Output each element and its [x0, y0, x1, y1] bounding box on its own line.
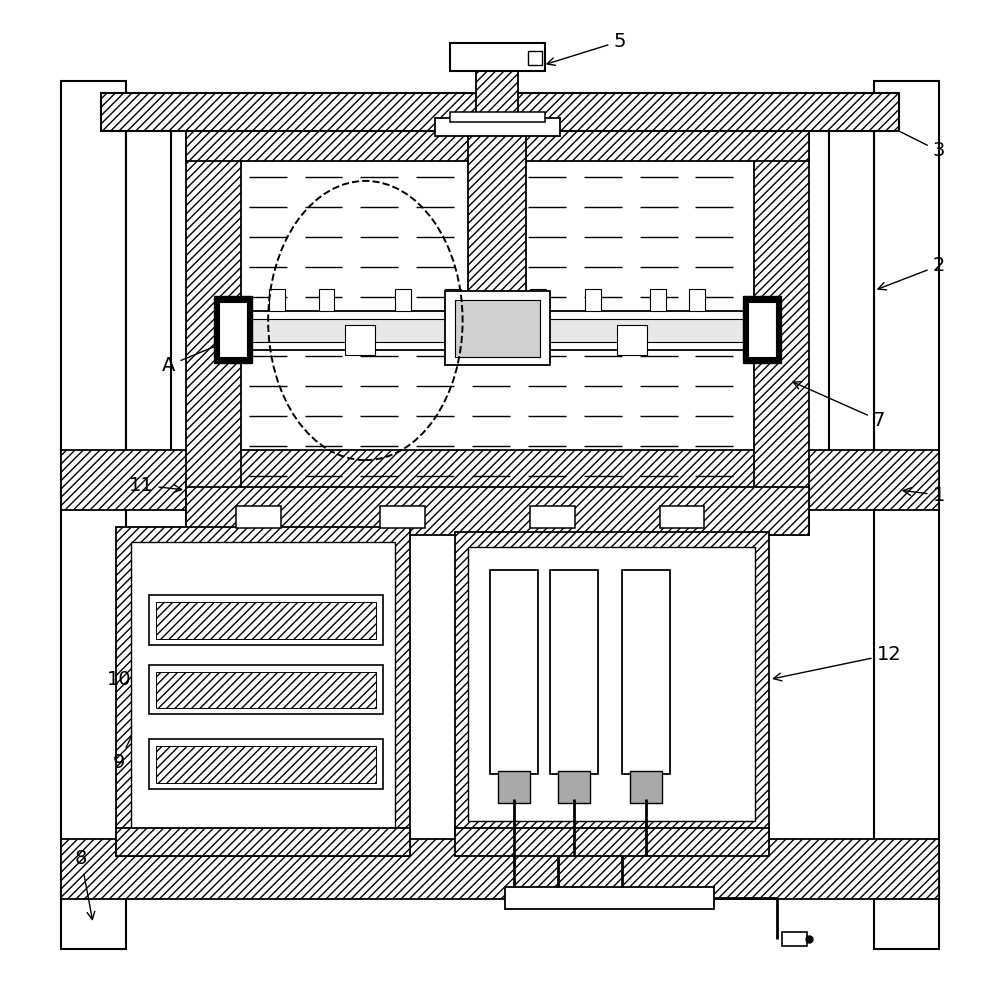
Text: 5: 5 — [547, 32, 626, 65]
Bar — [874, 81, 939, 949]
Bar — [131, 542, 396, 841]
Bar — [451, 112, 544, 122]
Bar — [743, 296, 781, 363]
Bar — [269, 289, 285, 311]
Bar — [451, 43, 544, 71]
Bar — [446, 289, 462, 311]
Bar — [186, 487, 809, 535]
Bar — [116, 527, 411, 856]
Bar — [186, 126, 241, 535]
Bar — [236, 506, 281, 528]
Bar — [529, 289, 545, 311]
Bar — [214, 296, 252, 363]
Text: 10: 10 — [107, 637, 187, 689]
Text: 9: 9 — [113, 703, 147, 772]
Bar — [527, 51, 541, 65]
Bar — [616, 325, 646, 355]
Bar — [436, 118, 559, 136]
Text: 2: 2 — [878, 256, 945, 290]
Bar — [219, 302, 247, 357]
Bar — [381, 506, 426, 528]
Bar — [748, 302, 776, 357]
Bar — [504, 887, 714, 909]
Bar — [223, 311, 771, 350]
Bar — [156, 672, 377, 708]
Text: 8: 8 — [75, 849, 95, 920]
Bar — [689, 289, 705, 311]
Bar — [456, 532, 769, 836]
Bar — [126, 101, 171, 490]
Bar — [186, 121, 809, 161]
Bar — [149, 665, 384, 714]
Bar — [469, 547, 755, 821]
Bar — [149, 739, 384, 789]
Bar — [629, 771, 661, 803]
Bar — [469, 121, 525, 306]
Bar — [396, 289, 412, 311]
Bar — [116, 828, 411, 856]
Bar — [477, 68, 517, 118]
Text: 11: 11 — [129, 476, 182, 495]
Bar — [156, 746, 377, 783]
Bar — [829, 101, 874, 490]
Bar — [61, 450, 939, 510]
Bar — [61, 81, 126, 949]
Bar — [61, 839, 939, 899]
Bar — [754, 126, 809, 535]
Bar — [659, 506, 704, 528]
Bar — [241, 161, 754, 487]
Bar — [149, 595, 384, 645]
Bar — [621, 570, 669, 774]
Bar — [782, 932, 807, 946]
Bar — [469, 547, 755, 821]
Bar — [456, 828, 769, 856]
Bar — [549, 570, 597, 774]
Bar — [156, 602, 377, 639]
Text: 12: 12 — [773, 645, 901, 681]
Text: A: A — [162, 322, 274, 375]
Text: 7: 7 — [793, 382, 885, 430]
Bar — [499, 771, 529, 803]
Bar — [346, 325, 376, 355]
Bar — [238, 319, 756, 342]
Bar — [456, 300, 539, 357]
Bar — [101, 93, 899, 131]
Bar — [557, 771, 589, 803]
Bar — [319, 289, 335, 311]
Bar — [649, 289, 665, 311]
Text: 4: 4 — [504, 100, 571, 124]
Bar — [491, 570, 537, 774]
Bar — [131, 542, 396, 841]
Bar — [446, 291, 549, 365]
Text: 3: 3 — [883, 123, 945, 160]
Bar — [529, 506, 574, 528]
Text: 1: 1 — [903, 486, 945, 505]
Bar — [584, 289, 600, 311]
